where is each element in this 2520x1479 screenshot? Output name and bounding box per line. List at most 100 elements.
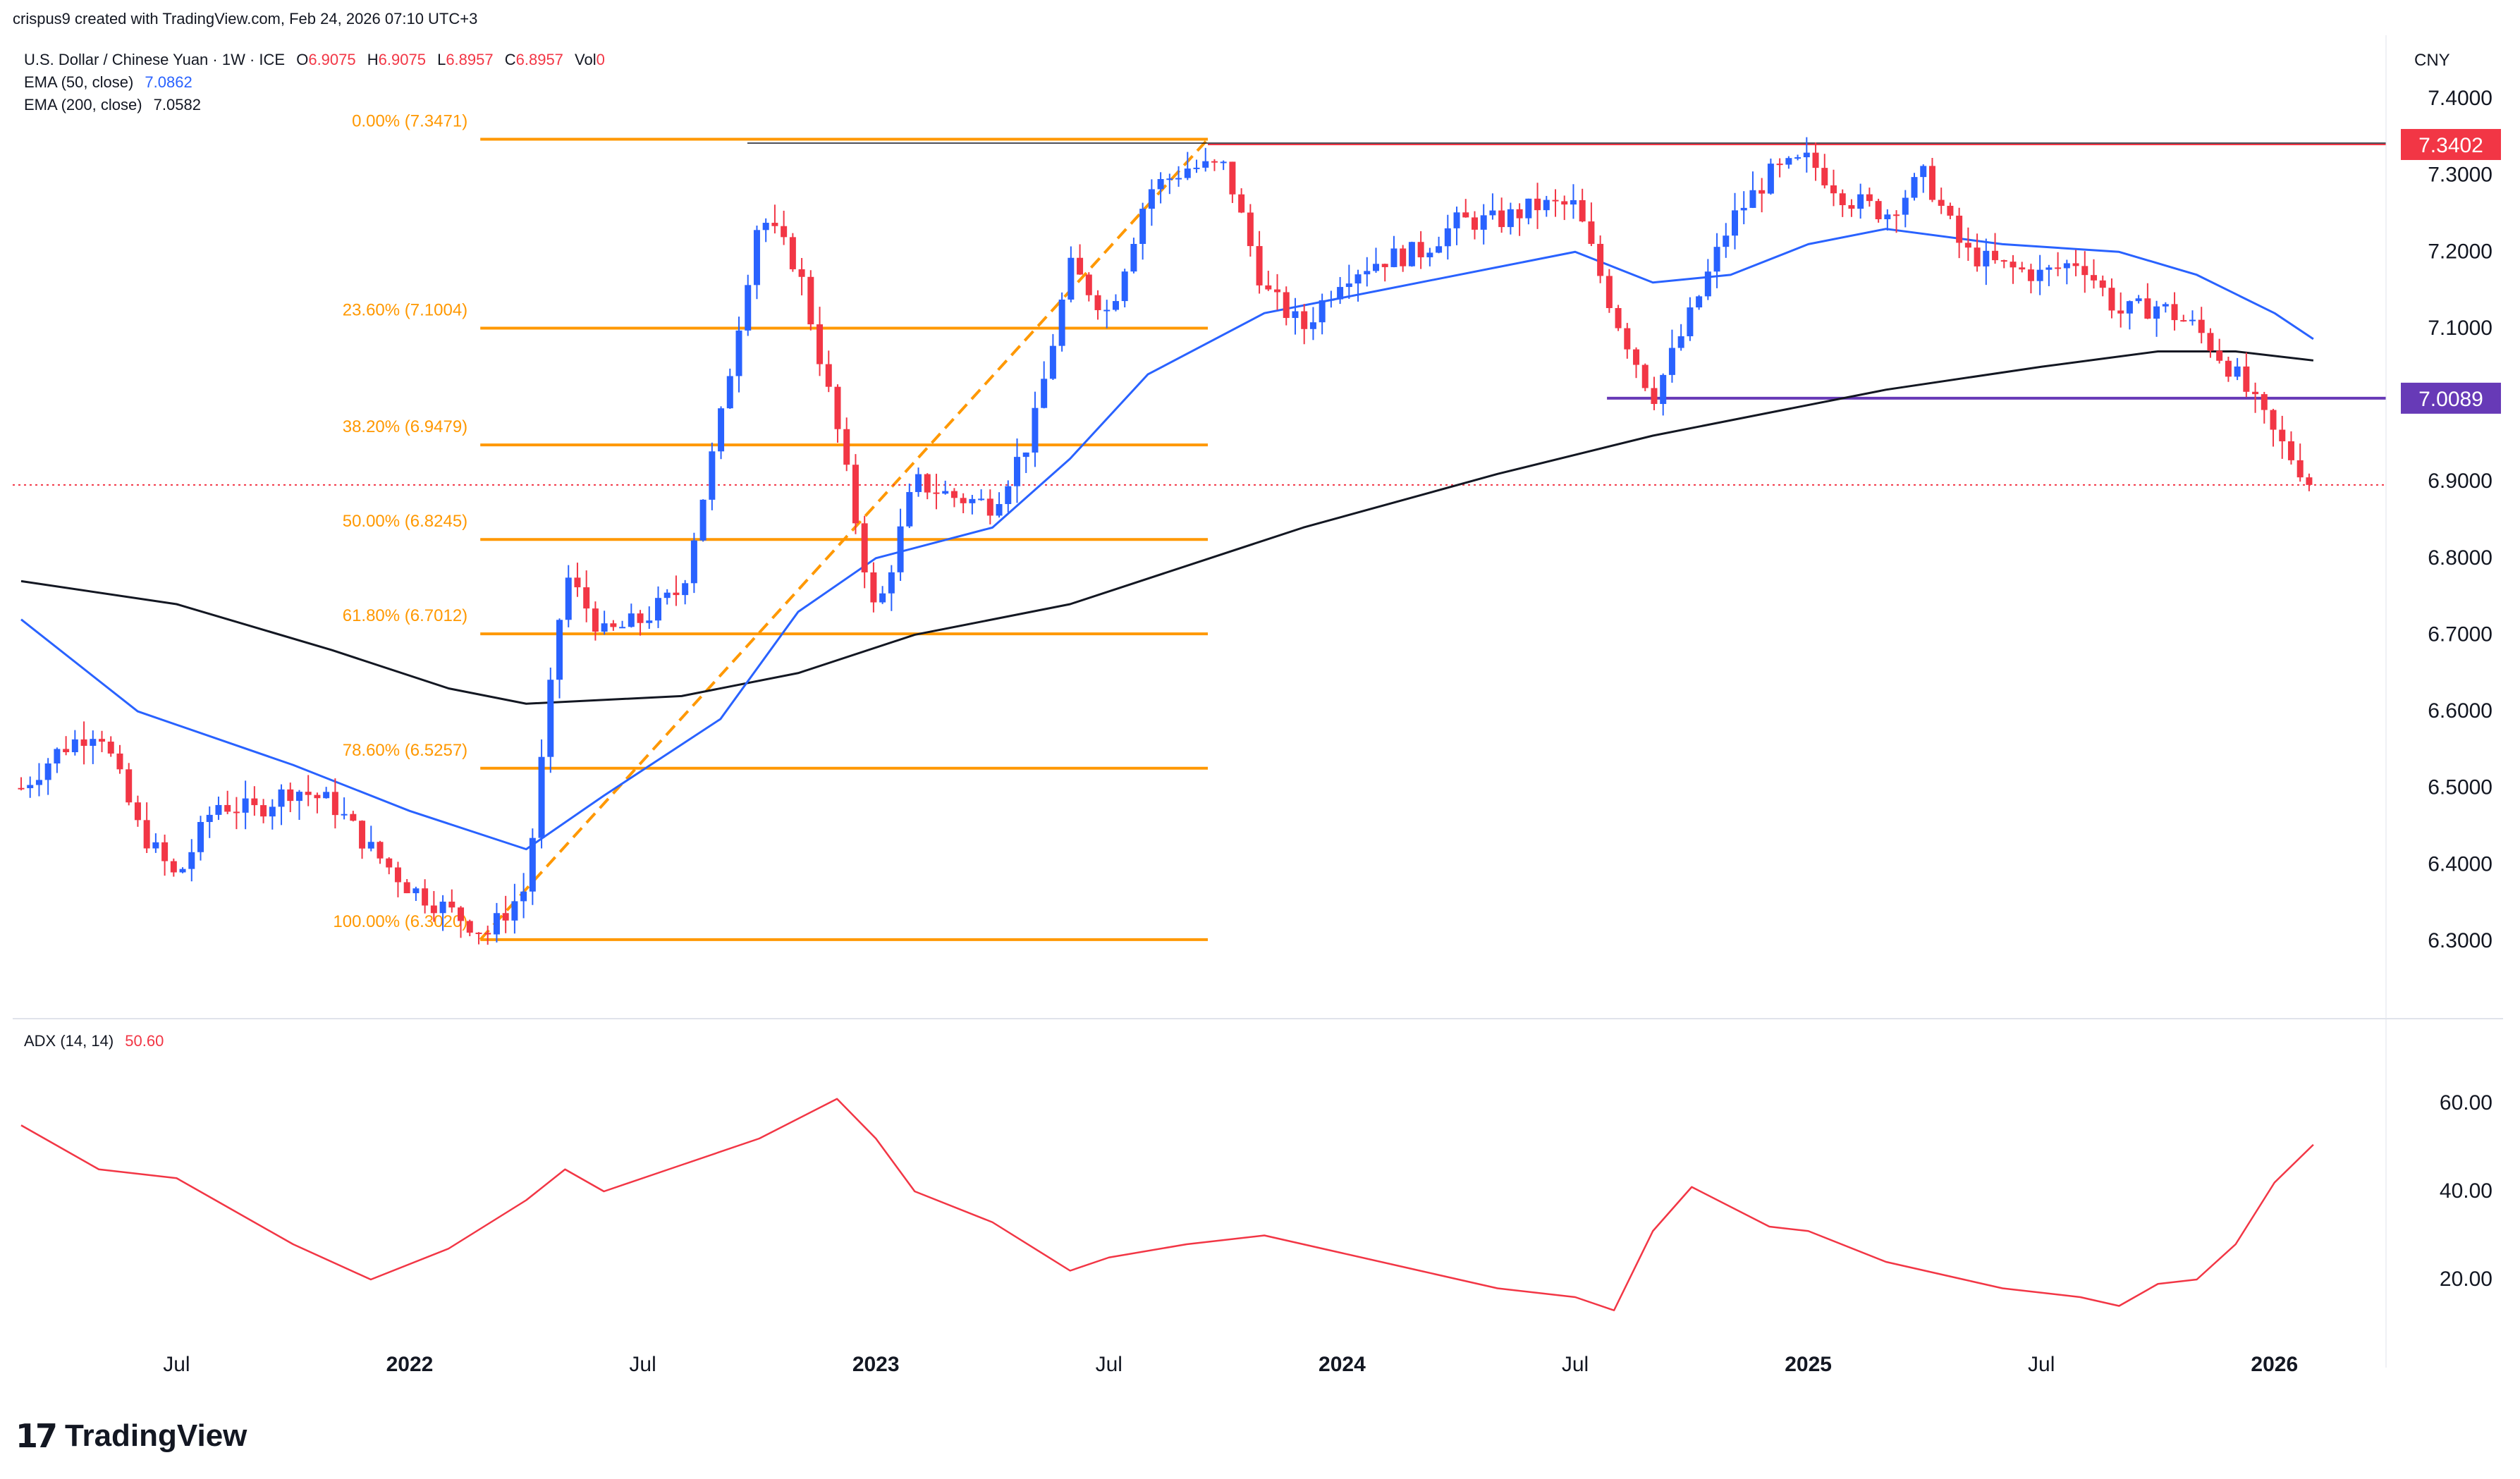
candle-body bbox=[807, 276, 814, 325]
candle-body bbox=[278, 789, 285, 807]
candle-body bbox=[1848, 205, 1855, 209]
candle-body bbox=[753, 230, 760, 286]
candle-body bbox=[1274, 289, 1281, 293]
candle-body bbox=[2287, 441, 2294, 460]
candle-body bbox=[1902, 197, 1909, 215]
adx-tick-label: 40.00 bbox=[2440, 1179, 2493, 1203]
candle-body bbox=[1947, 205, 1954, 216]
candle-body bbox=[63, 749, 70, 753]
currency-label: CNY bbox=[2414, 51, 2450, 70]
candle-body bbox=[1175, 178, 1182, 180]
time-tick-label: Jul bbox=[629, 1353, 656, 1376]
fib-level-label: 23.60% (7.1004) bbox=[343, 300, 467, 319]
candle-body bbox=[1884, 214, 1891, 220]
candle-body bbox=[269, 806, 276, 817]
candle-body bbox=[1732, 210, 1739, 236]
candle-body bbox=[1597, 243, 1604, 276]
candle-body bbox=[511, 901, 518, 921]
candle-body bbox=[781, 226, 788, 238]
candle-body bbox=[126, 769, 133, 803]
candle-body bbox=[1866, 194, 1873, 202]
candle-body bbox=[1337, 287, 1344, 300]
ohlc-high: 6.9075 bbox=[378, 51, 426, 68]
candle-body bbox=[2180, 320, 2187, 322]
candle-body bbox=[861, 523, 868, 572]
candle-body bbox=[215, 804, 222, 815]
candle-body bbox=[1624, 328, 1631, 350]
price-badge-label: 7.0089 bbox=[2418, 388, 2483, 411]
candle-body bbox=[1660, 374, 1667, 405]
candle-body bbox=[1668, 348, 1675, 375]
candle-body bbox=[924, 474, 931, 493]
candle-body bbox=[2108, 288, 2115, 311]
candle-body bbox=[233, 811, 240, 814]
candle-body bbox=[852, 465, 859, 524]
ohlc-open-label: O bbox=[296, 51, 309, 68]
candle-body bbox=[1740, 207, 1747, 211]
price-pane: 0.00% (7.3471) 23.60% (7.1004) 38.20% (6.9… bbox=[13, 111, 2386, 945]
candle-body bbox=[170, 861, 177, 873]
candle-body bbox=[1776, 164, 1783, 166]
candle-body bbox=[1094, 295, 1101, 310]
candle-body bbox=[35, 780, 42, 785]
candle-body bbox=[888, 572, 895, 594]
credit-line: crispus9 created with TradingView.com, F… bbox=[13, 10, 478, 27]
candle-body bbox=[843, 429, 850, 465]
adx-pane bbox=[20, 1098, 2314, 1311]
candle-body bbox=[350, 814, 357, 821]
tradingview-logo[interactable]: 17 TradingView bbox=[16, 1417, 247, 1455]
candle-body bbox=[1130, 244, 1137, 272]
candle-body bbox=[484, 933, 491, 935]
candle-body bbox=[933, 492, 940, 494]
candle-body bbox=[475, 932, 482, 934]
candle-body bbox=[1148, 189, 1155, 209]
price-badge bbox=[2401, 128, 2501, 160]
candle-body bbox=[1292, 311, 1299, 319]
candle-body bbox=[637, 613, 644, 623]
candle-body bbox=[2261, 394, 2268, 410]
candle-body bbox=[1077, 257, 1084, 275]
candle-body bbox=[1193, 167, 1200, 169]
candle-body bbox=[1938, 200, 1945, 206]
candle-body bbox=[682, 583, 689, 596]
candle-body bbox=[1211, 161, 1218, 163]
fib-level-label: 78.60% (6.5257) bbox=[343, 741, 467, 760]
candle-body bbox=[107, 742, 114, 754]
candle-body bbox=[2091, 275, 2098, 281]
fib-level-label: 50.00% (6.8245) bbox=[343, 512, 467, 531]
candle-body bbox=[1928, 166, 1935, 200]
candle-body bbox=[143, 820, 150, 849]
candle-body bbox=[1256, 246, 1263, 286]
price-tick-label: 7.2000 bbox=[2428, 240, 2493, 263]
candle-body bbox=[1049, 345, 1056, 379]
candle-body bbox=[90, 739, 97, 746]
candle-body bbox=[1032, 407, 1039, 453]
candle-body bbox=[969, 498, 976, 503]
candle-body bbox=[565, 577, 572, 620]
price-tick-label: 6.7000 bbox=[2428, 622, 2493, 646]
candle-body bbox=[341, 814, 348, 816]
price-tick-label: 7.4000 bbox=[2428, 87, 2493, 110]
candle-body bbox=[2063, 263, 2070, 269]
price-tick-label: 7.3000 bbox=[2428, 164, 2493, 187]
candle-body bbox=[1121, 271, 1128, 302]
candle-body bbox=[2045, 267, 2053, 270]
time-tick-label: 2023 bbox=[852, 1353, 900, 1376]
candle-body bbox=[1696, 296, 1703, 308]
candle-body bbox=[663, 592, 671, 599]
candle-body bbox=[439, 902, 446, 914]
candle-body bbox=[1345, 283, 1352, 288]
candle-body bbox=[2000, 260, 2007, 262]
candle-body bbox=[1022, 452, 1029, 458]
candle-body bbox=[386, 858, 393, 868]
candle-body bbox=[978, 498, 985, 501]
candle-body bbox=[1319, 300, 1326, 323]
candle-body bbox=[1498, 210, 1505, 228]
candle-body bbox=[1354, 274, 1362, 284]
candle-body bbox=[466, 921, 473, 933]
candle-body bbox=[1480, 215, 1487, 230]
candle-body bbox=[1704, 271, 1711, 297]
candle-body bbox=[1364, 271, 1371, 275]
candle-body bbox=[1489, 210, 1496, 216]
candle-body bbox=[1283, 292, 1290, 319]
